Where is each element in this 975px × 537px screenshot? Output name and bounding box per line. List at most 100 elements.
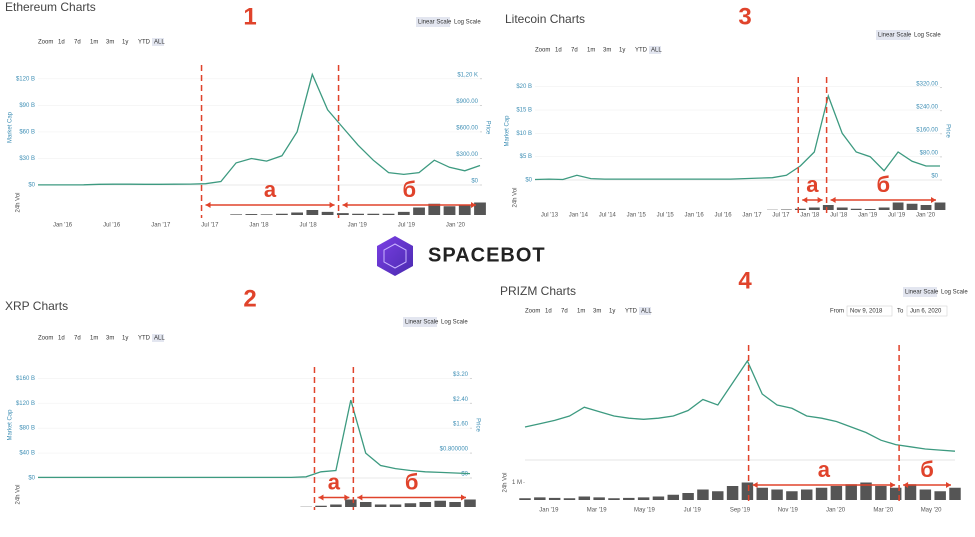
volume-bar xyxy=(336,213,349,215)
scale-button[interactable]: Linear Scale xyxy=(405,320,439,326)
volume-bar xyxy=(637,497,650,500)
from-label: From xyxy=(830,309,844,315)
y2-axis-label: Price xyxy=(474,418,480,432)
scale-button-bg xyxy=(903,287,937,297)
period-label: a xyxy=(818,457,831,482)
chart-panel: PRIZM Charts 4 Zoom 1d 7d 1m 3m 1y YTD ALL Linear … xyxy=(500,267,968,513)
y-axis-label: Market Cap xyxy=(8,111,14,143)
x-tick-label: Nov '19 xyxy=(778,508,799,514)
zoom-button[interactable]: ALL xyxy=(651,48,662,54)
scale-button[interactable]: Log Scale xyxy=(454,20,481,26)
volume-bar xyxy=(934,491,946,500)
scale-button[interactable]: Linear Scale xyxy=(905,290,939,296)
scale-button[interactable]: Log Scale xyxy=(914,33,941,39)
zoom-button[interactable]: 1d xyxy=(58,40,65,46)
zoom-button[interactable]: 1d xyxy=(545,309,552,315)
scale-button[interactable]: Log Scale xyxy=(941,290,968,296)
chart-panel: XRP Charts 2 Zoom 1d 7d 1m 3m 1y YTD ALL Linear Sc… xyxy=(5,285,480,510)
zoom-button[interactable]: 1m xyxy=(90,336,98,342)
volume-bar xyxy=(850,208,862,210)
zoom-button[interactable]: 1y xyxy=(122,40,128,46)
y-tick-label: $10 B xyxy=(516,131,532,137)
zoom-button[interactable]: 1d xyxy=(58,336,65,342)
scale-button[interactable]: Linear Scale xyxy=(878,33,912,39)
logo-text: SPACEBOT xyxy=(428,244,546,266)
volume-bar xyxy=(382,213,395,215)
y2-tick-label: $1.60 xyxy=(453,422,469,428)
x-tick-label: Jul '16 xyxy=(103,223,121,229)
zoom-button[interactable]: 3m xyxy=(106,40,114,46)
volume-bar xyxy=(519,498,531,500)
x-tick-label: Jan '17 xyxy=(151,223,171,229)
y-axis-label: Market Cap xyxy=(505,115,511,147)
panel-number: 2 xyxy=(243,285,256,312)
zoom-button[interactable]: 1m xyxy=(587,48,595,54)
scale-button[interactable]: Linear Scale xyxy=(418,20,452,26)
y2-tick-label: $320.00 xyxy=(916,81,938,87)
volume-bar xyxy=(934,202,946,210)
from-input[interactable] xyxy=(846,305,893,317)
volume-bar xyxy=(321,211,334,215)
y2-tick-label: $0.800000 xyxy=(440,447,469,453)
volume-bar xyxy=(245,214,258,215)
to-input[interactable] xyxy=(906,305,948,317)
period-label: a xyxy=(806,172,819,197)
x-tick-label: Jul '17 xyxy=(772,213,790,219)
x-tick-label: Jan '19 xyxy=(539,508,559,514)
logo-icon xyxy=(377,236,413,276)
x-tick-label: Jan '20 xyxy=(916,213,936,219)
volume-bar xyxy=(389,504,402,507)
zoom-button[interactable]: 7d xyxy=(571,48,578,54)
zoom-button[interactable]: YTD xyxy=(635,48,648,54)
volume-bar xyxy=(794,208,806,210)
zoom-button[interactable]: 3m xyxy=(603,48,611,54)
volume-bar xyxy=(260,214,273,215)
zoom-button[interactable]: 1m xyxy=(90,40,98,46)
chart-title: Litecoin Charts xyxy=(505,12,585,26)
volume-bar xyxy=(434,500,446,507)
zoom-button[interactable]: 7d xyxy=(74,40,81,46)
scale-button-bg xyxy=(403,317,437,327)
x-tick-label: Jul '13 xyxy=(541,213,559,219)
arrow-head xyxy=(903,482,951,488)
zoom-button[interactable]: 1m xyxy=(577,309,585,315)
zoom-button[interactable]: YTD xyxy=(138,336,151,342)
y-tick-label: $20 B xyxy=(516,84,532,90)
zoom-button[interactable]: 1d xyxy=(555,48,562,54)
zoom-label: Zoom xyxy=(535,48,550,54)
zoom-button[interactable]: ALL xyxy=(154,336,165,342)
chart-title: PRIZM Charts xyxy=(500,284,576,298)
x-tick-label: Mar '19 xyxy=(587,508,607,514)
zoom-button[interactable]: 1y xyxy=(619,48,625,54)
volume-bar xyxy=(404,503,417,507)
x-tick-label: Jan '15 xyxy=(627,213,647,219)
volume-bar xyxy=(875,486,887,500)
zoom-button[interactable]: 3m xyxy=(106,336,114,342)
volume-bar xyxy=(892,202,904,210)
zoom-button[interactable]: ALL xyxy=(641,309,652,315)
volume-bar xyxy=(275,213,288,215)
zoom-button[interactable]: 7d xyxy=(561,309,568,315)
zoom-button[interactable]: 1y xyxy=(122,336,128,342)
scale-button[interactable]: Log Scale xyxy=(441,320,468,326)
x-tick-label: May '20 xyxy=(921,508,942,514)
y2-tick-label: $1,20 K xyxy=(457,72,478,78)
zoom-button[interactable]: 3m xyxy=(593,309,601,315)
volume-bar xyxy=(291,212,303,215)
logo-icon-inner xyxy=(383,243,407,269)
volume-bar xyxy=(443,206,456,215)
scale-button-bg xyxy=(876,30,910,40)
zoom-button[interactable]: 7d xyxy=(74,336,81,342)
zoom-button[interactable]: 1y xyxy=(609,309,615,315)
zoom-button[interactable]: YTD xyxy=(138,40,151,46)
volume-bar xyxy=(864,209,876,210)
zoom-button[interactable]: YTD xyxy=(625,309,638,315)
y2-tick-label: $240.00 xyxy=(916,104,938,110)
volume-bar xyxy=(667,494,680,500)
volume-bar xyxy=(949,487,961,500)
zoom-button[interactable]: ALL xyxy=(154,40,165,46)
y2-tick-label: $0 xyxy=(461,472,468,478)
y2-tick-label: $80.00 xyxy=(920,151,939,157)
panel-number: 1 xyxy=(243,3,256,30)
x-tick-label: Jul '16 xyxy=(714,213,732,219)
